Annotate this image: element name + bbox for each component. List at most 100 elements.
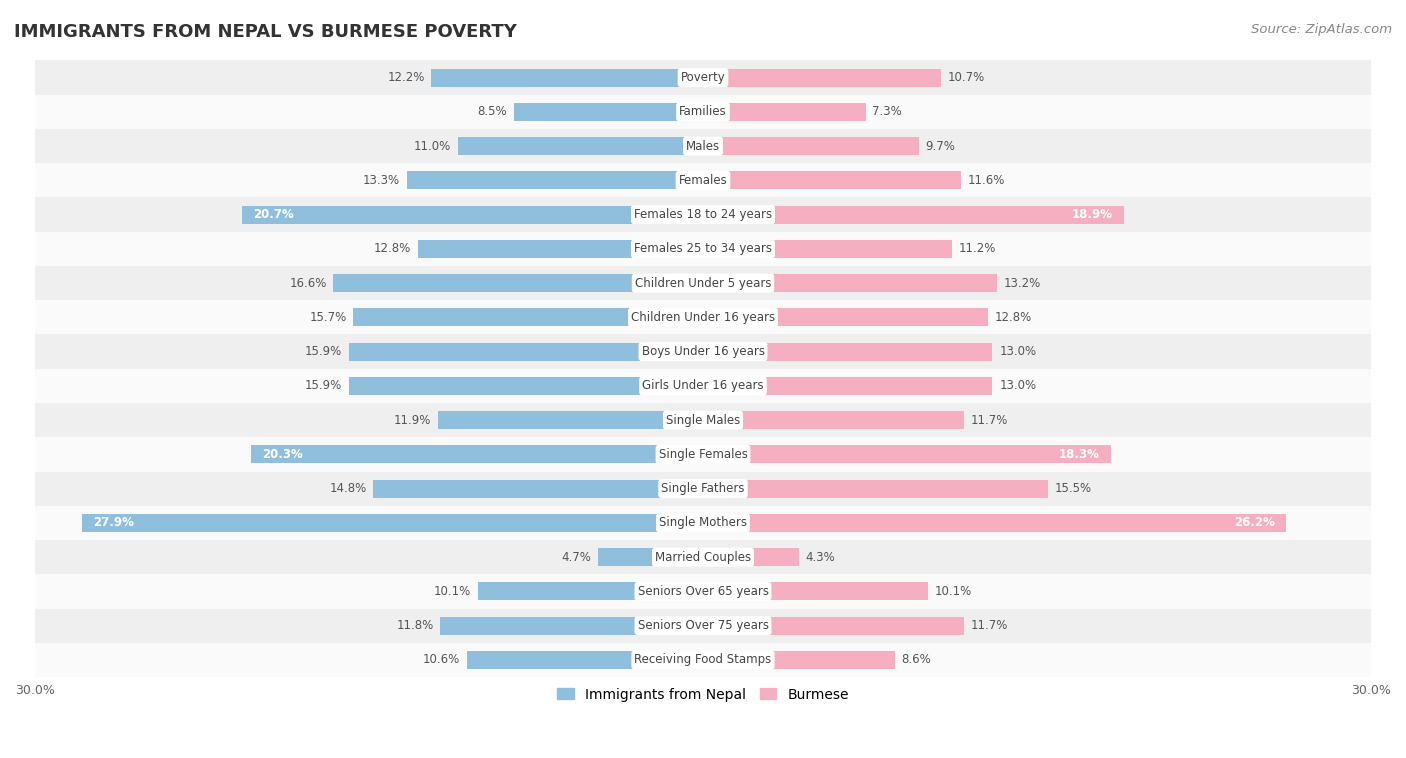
Bar (703, 137, 920, 155)
Text: 12.8%: 12.8% (994, 311, 1032, 324)
Bar (35, 609, 1371, 643)
Bar (333, 274, 703, 292)
Text: Single Fathers: Single Fathers (661, 482, 745, 495)
Bar (35, 232, 1371, 266)
Text: 13.2%: 13.2% (1004, 277, 1040, 290)
Text: 20.3%: 20.3% (262, 448, 302, 461)
Bar (349, 377, 703, 395)
Text: Families: Families (679, 105, 727, 118)
Bar (703, 343, 993, 361)
Text: 16.6%: 16.6% (290, 277, 326, 290)
Bar (406, 171, 703, 190)
Text: Receiving Food Stamps: Receiving Food Stamps (634, 653, 772, 666)
Text: 18.3%: 18.3% (1059, 448, 1099, 461)
Text: Single Mothers: Single Mothers (659, 516, 747, 529)
Text: 9.7%: 9.7% (925, 139, 956, 152)
Bar (703, 514, 1286, 532)
Text: 8.6%: 8.6% (901, 653, 931, 666)
Bar (349, 343, 703, 361)
Text: 8.5%: 8.5% (478, 105, 508, 118)
Bar (703, 103, 866, 121)
Text: 26.2%: 26.2% (1234, 516, 1275, 529)
Bar (703, 412, 963, 429)
Text: Boys Under 16 years: Boys Under 16 years (641, 345, 765, 358)
Text: Girls Under 16 years: Girls Under 16 years (643, 379, 763, 393)
Bar (35, 300, 1371, 334)
Text: 11.9%: 11.9% (394, 414, 432, 427)
Bar (703, 240, 952, 258)
Text: 12.2%: 12.2% (387, 71, 425, 84)
Bar (35, 95, 1371, 129)
Bar (35, 334, 1371, 368)
Bar (703, 480, 1047, 497)
Bar (703, 377, 993, 395)
Text: Married Couples: Married Couples (655, 550, 751, 564)
Bar (35, 163, 1371, 198)
Text: Males: Males (686, 139, 720, 152)
Bar (703, 548, 799, 566)
Bar (35, 471, 1371, 506)
Bar (418, 240, 703, 258)
Text: 11.8%: 11.8% (396, 619, 433, 632)
Bar (478, 582, 703, 600)
Bar (703, 446, 1111, 463)
Bar (35, 129, 1371, 163)
Bar (703, 309, 988, 326)
Text: 15.7%: 15.7% (309, 311, 347, 324)
Bar (353, 309, 703, 326)
Text: Females: Females (679, 174, 727, 187)
Bar (599, 548, 703, 566)
Bar (35, 61, 1371, 95)
Text: 10.6%: 10.6% (423, 653, 460, 666)
Bar (35, 643, 1371, 677)
Text: 14.8%: 14.8% (329, 482, 367, 495)
Text: 4.7%: 4.7% (562, 550, 592, 564)
Bar (35, 437, 1371, 471)
Bar (374, 480, 703, 497)
Bar (439, 412, 703, 429)
Bar (35, 368, 1371, 403)
Bar (703, 205, 1123, 224)
Bar (703, 582, 928, 600)
Text: Source: ZipAtlas.com: Source: ZipAtlas.com (1251, 23, 1392, 36)
Bar (703, 69, 941, 86)
Text: 12.8%: 12.8% (374, 243, 412, 255)
Bar (458, 137, 703, 155)
Text: Children Under 16 years: Children Under 16 years (631, 311, 775, 324)
Text: 10.1%: 10.1% (935, 585, 972, 598)
Text: 10.1%: 10.1% (434, 585, 471, 598)
Bar (703, 274, 997, 292)
Text: Single Males: Single Males (666, 414, 740, 427)
Text: IMMIGRANTS FROM NEPAL VS BURMESE POVERTY: IMMIGRANTS FROM NEPAL VS BURMESE POVERTY (14, 23, 517, 41)
Text: Children Under 5 years: Children Under 5 years (634, 277, 772, 290)
Bar (35, 266, 1371, 300)
Text: 11.2%: 11.2% (959, 243, 997, 255)
Bar (703, 651, 894, 669)
Text: 10.7%: 10.7% (948, 71, 986, 84)
Bar (35, 403, 1371, 437)
Text: Females 18 to 24 years: Females 18 to 24 years (634, 208, 772, 221)
Text: 11.6%: 11.6% (967, 174, 1005, 187)
Bar (467, 651, 703, 669)
Text: Seniors Over 65 years: Seniors Over 65 years (637, 585, 769, 598)
Text: 11.7%: 11.7% (970, 414, 1008, 427)
Text: 7.3%: 7.3% (872, 105, 903, 118)
Bar (703, 617, 963, 634)
Text: 13.3%: 13.3% (363, 174, 401, 187)
Text: 20.7%: 20.7% (253, 208, 294, 221)
Bar (513, 103, 703, 121)
Text: Poverty: Poverty (681, 71, 725, 84)
Bar (432, 69, 703, 86)
Text: 27.9%: 27.9% (93, 516, 134, 529)
Bar (242, 205, 703, 224)
Bar (703, 171, 962, 190)
Bar (35, 198, 1371, 232)
Text: Seniors Over 75 years: Seniors Over 75 years (637, 619, 769, 632)
Bar (35, 506, 1371, 540)
Bar (250, 446, 703, 463)
Bar (35, 575, 1371, 609)
Bar (82, 514, 703, 532)
Text: Females 25 to 34 years: Females 25 to 34 years (634, 243, 772, 255)
Text: 15.9%: 15.9% (305, 379, 342, 393)
Text: 13.0%: 13.0% (1000, 345, 1036, 358)
